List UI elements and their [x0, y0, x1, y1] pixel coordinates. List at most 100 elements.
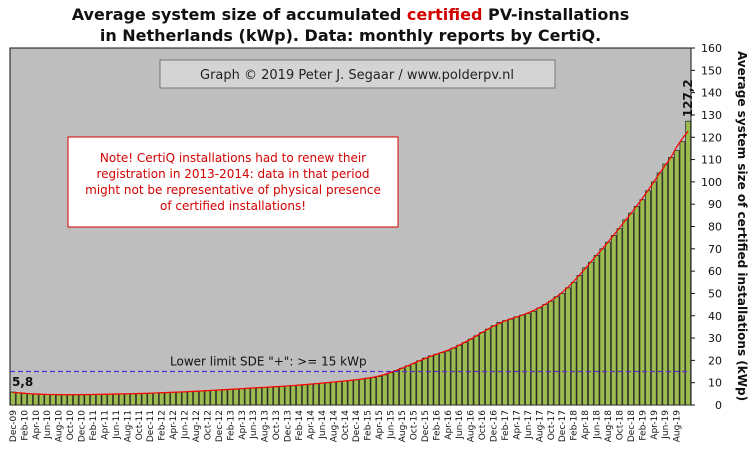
x-tick-label: Aug-15: [398, 410, 408, 442]
x-tick-label: Dec-11: [146, 410, 156, 442]
bar: [645, 190, 651, 406]
chart-title-line1: Average system size of accumulated certi…: [0, 4, 701, 25]
bar: [27, 393, 33, 406]
bar: [130, 393, 136, 406]
bar: [176, 391, 182, 406]
bar: [95, 393, 102, 406]
bar: [198, 390, 205, 406]
bar: [38, 393, 45, 406]
y-tick-label: 40: [708, 310, 722, 323]
x-tick-label: Apr-12: [169, 410, 179, 440]
chart-title-line2: in Netherlands (kWp). Data: monthly repo…: [99, 26, 602, 45]
bar: [673, 150, 680, 406]
x-tick-label: Apr-18: [581, 410, 591, 440]
bar: [393, 370, 400, 406]
x-tick-label: Oct-13: [272, 410, 282, 440]
note-line-2: registration in 2013-2014: data in that …: [96, 167, 369, 181]
bar: [221, 389, 228, 406]
x-tick-label: Jun-17: [524, 410, 534, 440]
bar: [233, 388, 239, 406]
bar: [513, 316, 520, 406]
bar: [576, 275, 583, 406]
x-tick-label: Feb-18: [570, 410, 580, 441]
x-tick-label: Oct-17: [547, 410, 557, 440]
bar: [536, 307, 543, 406]
bar: [261, 387, 268, 406]
x-tick-label: Aug-10: [55, 410, 65, 443]
x-tick-label: Oct-14: [341, 410, 351, 441]
bar: [141, 393, 148, 406]
bar: [450, 347, 457, 406]
x-tick-label: Aug-19: [673, 410, 683, 443]
bar: [519, 314, 525, 406]
bar: [370, 377, 377, 406]
title-part-a: Average system size of accumulated: [71, 5, 407, 24]
x-tick-label: Dec-16: [490, 410, 500, 442]
bar: [170, 391, 176, 406]
bar: [193, 390, 199, 406]
x-tick-label: Feb-17: [501, 410, 511, 441]
bar: [273, 386, 279, 406]
bar: [376, 376, 382, 406]
bar: [479, 332, 485, 406]
bar: [462, 342, 468, 406]
x-tick-label: Apr-17: [512, 410, 522, 440]
bar: [84, 394, 91, 406]
bar: [204, 390, 211, 406]
x-tick-label: Oct-16: [478, 410, 488, 441]
bar: [639, 199, 646, 406]
bar: [181, 391, 188, 406]
x-tick-label: Dec-09: [9, 410, 19, 442]
x-axis-ticks: Dec-09 Feb-10 Apr-10 Jun-10 Aug-10 Oct-10 Dec-…: [9, 410, 683, 443]
x-tick-label: Feb-16: [432, 410, 442, 441]
bar: [153, 392, 159, 406]
y-tick-label: 150: [701, 64, 722, 77]
bars-group: [10, 120, 691, 406]
bar: [547, 300, 554, 406]
bar: [250, 387, 257, 406]
x-tick-label: Oct-11: [135, 410, 145, 440]
note-line-1: Note! CertiQ installations had to renew …: [100, 151, 366, 165]
x-tick-label: Aug-17: [535, 410, 545, 442]
x-tick-label: Feb-14: [295, 410, 305, 441]
x-tick-label: Jun-16: [455, 410, 465, 440]
x-tick-label: Aug-11: [123, 410, 133, 442]
bar: [416, 360, 422, 406]
x-tick-label: Feb-19: [638, 410, 648, 441]
last-value-label: 127,2: [681, 79, 695, 117]
bar: [559, 293, 566, 406]
bar: [135, 393, 142, 406]
bar: [90, 394, 96, 406]
bar: [359, 378, 365, 406]
x-tick-label: Oct-12: [203, 410, 213, 440]
bar: [553, 296, 560, 406]
bar: [456, 344, 463, 406]
bar: [433, 353, 440, 406]
y-tick-label: 0: [715, 399, 722, 412]
title-part-b: PV-installations: [482, 5, 630, 24]
bar: [15, 392, 22, 406]
x-tick-label: Dec-17: [558, 410, 568, 442]
x-tick-label: Feb-13: [226, 410, 236, 441]
bar: [605, 241, 611, 406]
x-tick-label: Apr-19: [650, 410, 660, 440]
bar: [628, 212, 634, 406]
y-tick-label: 70: [708, 243, 722, 256]
bar: [387, 372, 394, 406]
x-tick-label: Dec-14: [352, 410, 362, 442]
bar: [542, 304, 548, 406]
bar: [301, 384, 308, 406]
bar: [444, 350, 451, 406]
bar: [668, 156, 674, 406]
bar: [382, 374, 388, 406]
y-tick-label: 80: [708, 221, 722, 234]
x-tick-label: Jun-18: [593, 410, 603, 440]
bar: [633, 206, 640, 406]
bar: [610, 235, 617, 406]
x-tick-label: Feb-15: [364, 410, 374, 441]
bar: [61, 394, 68, 406]
bar: [679, 141, 686, 406]
bar: [330, 381, 337, 406]
bar: [490, 325, 497, 406]
x-tick-label: Jun-15: [387, 410, 397, 440]
